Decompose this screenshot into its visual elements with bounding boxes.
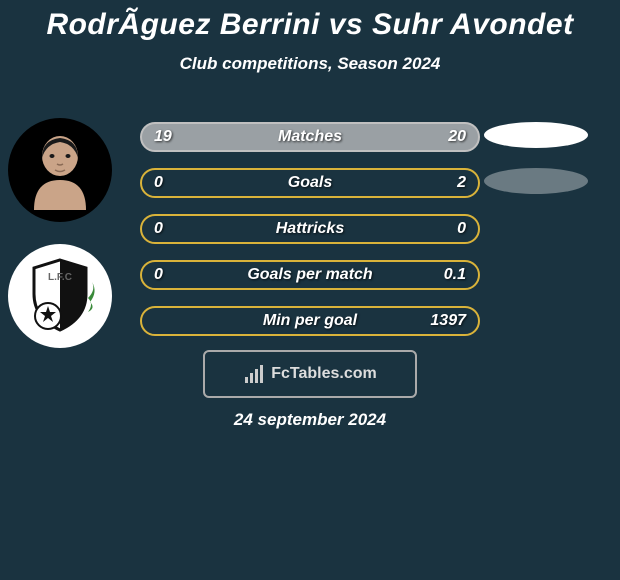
subtitle: Club competitions, Season 2024 <box>0 54 620 74</box>
bar-chart-icon <box>243 363 265 385</box>
indicator-ellipse <box>484 168 588 194</box>
person-silhouette-icon <box>20 130 100 210</box>
avatar-column: L.F.C <box>8 118 118 370</box>
stat-row: 0Goals2 <box>140 168 480 198</box>
stat-label: Goals per match <box>142 266 478 284</box>
snapshot-date: 24 september 2024 <box>0 410 620 430</box>
page-title: RodrÃ­guez Berrini vs Suhr Avondet <box>0 0 620 42</box>
stat-row: 19Matches20 <box>140 122 480 152</box>
stat-row: 0Goals per match0.1 <box>140 260 480 290</box>
stat-row: Min per goal1397 <box>140 306 480 336</box>
stat-label: Matches <box>142 128 478 146</box>
stat-label: Goals <box>142 174 478 192</box>
player-avatar <box>8 118 112 222</box>
source-logo: FcTables.com <box>203 350 417 398</box>
badge-text: L.F.C <box>48 272 72 283</box>
indicator-column <box>484 122 600 214</box>
stats-table: 19Matches20 0Goals2 0Hattricks0 0Goals per … <box>140 122 480 352</box>
club-crest-icon: L.F.C <box>18 254 102 338</box>
club-badge: L.F.C <box>8 244 112 348</box>
stat-label: Min per goal <box>142 312 478 330</box>
indicator-ellipse <box>484 122 588 148</box>
stat-row: 0Hattricks0 <box>140 214 480 244</box>
logo-text: FcTables.com <box>271 365 377 383</box>
stat-label: Hattricks <box>142 220 478 238</box>
